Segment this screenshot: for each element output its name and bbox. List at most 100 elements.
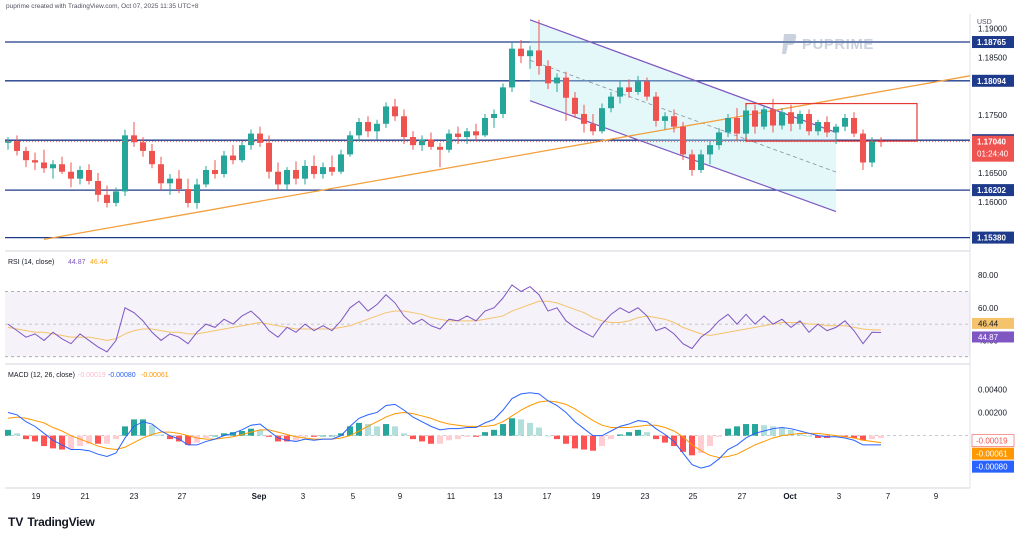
x-axis-label: 7 [886,492,891,501]
candle-body [761,109,767,127]
candle-body [464,131,470,138]
macd-histogram-bar [5,429,11,436]
macd-line [7,392,881,469]
macd-hist-legend: -0.00019 [78,372,106,379]
puprime-logo-icon [782,34,797,54]
macd-histogram-bar [365,424,371,436]
x-axis-label: Sep [252,492,267,501]
rsi-line [7,284,882,353]
x-axis-label: 17 [543,492,552,501]
macd-histogram-bar [68,435,74,450]
tradingview-footer[interactable]: TV TradingView [8,515,95,529]
macd-histogram-bar [437,435,443,444]
candle-body [509,48,515,88]
macd-histogram-bar [302,435,308,437]
macd-histogram-bar [599,435,605,447]
candle-body [707,145,713,155]
x-axis-label: 25 [689,492,698,501]
candle-body [374,123,380,132]
macd-histogram-bar [473,435,479,437]
macd-histogram-bar [221,433,227,436]
candle-body [518,48,524,57]
candle-body [545,66,551,84]
candle-body [212,170,218,175]
macd-histogram-bar [320,435,326,437]
macd-histogram-bar [266,435,272,437]
x-axis-label: 27 [178,492,187,501]
macd-histogram-bar [743,424,749,436]
x-axis-label: 13 [494,492,503,501]
macd-histogram-bar [149,425,155,436]
candle-body [230,155,236,161]
candle-body [617,87,623,97]
macd-histogram-bar [698,435,704,454]
rsi-badge-label: 44.87 [978,333,999,342]
macd-histogram-bar [122,426,128,436]
macd-histogram-bar [842,435,848,437]
macd-histogram-bar [203,435,209,438]
candle-body [734,118,740,134]
candle-body [680,126,686,155]
macd-histogram-bar [356,422,362,436]
candle-body [95,180,101,195]
macd-histogram-bar [275,435,281,442]
candle-body [365,122,371,132]
candle-body [149,150,155,165]
macd-histogram-bar [194,435,200,443]
x-axis-label: 19 [592,492,601,501]
price-tick-label: 1.19000 [978,24,1007,33]
candle-body [41,162,47,169]
macd-histogram-bar [239,431,245,436]
candle-body [635,81,641,92]
macd-tick-label: 0.00400 [978,385,1007,394]
candle-body [410,137,416,146]
macd-histogram-bar [167,435,173,440]
candle-body [428,139,434,147]
candle-body [383,106,389,124]
candle-body [284,170,290,185]
signal-line [7,400,882,459]
macd-histogram-bar [491,429,497,436]
watermark-text: PUPRIME [802,35,874,53]
macd-histogram-bar [869,435,875,440]
candle-body [32,160,38,163]
macd-histogram-bar [788,429,794,436]
candle-body [716,132,722,146]
macd-histogram-bar [860,435,866,441]
macd-histogram-bar [113,435,119,440]
candle-body [842,118,848,127]
price-tick-label: 1.16000 [978,198,1007,207]
macd-histogram-bar [707,435,713,447]
x-axis-label: 5 [351,492,356,501]
candle-body [815,122,821,132]
channel-mid-line [529,59,837,173]
macd-histogram-bar [446,435,452,441]
level-badge-label: 1.16202 [977,186,1006,195]
macd-histogram-bar [50,435,56,449]
candle-body [608,96,614,109]
macd-histogram-bar [680,435,686,452]
level-badge-label: 1.18094 [977,77,1006,86]
candle-body [113,191,119,203]
x-axis-label: 9 [398,492,403,501]
macd-histogram-bar [383,424,389,436]
current-price-badge [972,135,1014,162]
x-axis-label: 11 [447,492,456,501]
price-tick-label: 1.18500 [978,53,1007,62]
candle-body [176,178,182,190]
candle-body [311,165,317,175]
candle-body [131,135,137,143]
macd-histogram-bar [725,428,731,436]
candle-body [302,165,308,179]
macd-histogram-bar [626,432,632,436]
macd-histogram-bar [41,435,47,447]
macd-badge [971,434,1015,447]
candle-body [23,150,29,161]
candle-body [104,194,110,203]
candle-body [77,170,83,179]
currency-label: USD [977,19,992,26]
macd-histogram-bar [554,435,560,440]
level-badge [972,184,1014,197]
